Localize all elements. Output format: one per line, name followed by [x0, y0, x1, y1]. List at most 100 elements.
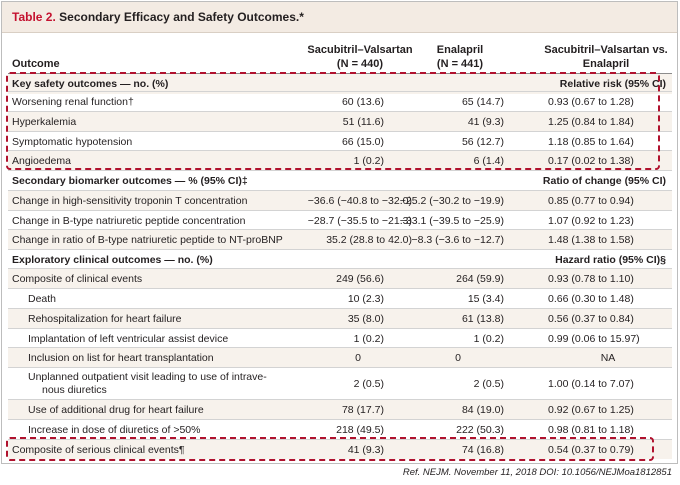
header-enalapril: Enalapril (N = 441) [405, 43, 515, 71]
en-value: 15 (3.4) [467, 293, 504, 305]
row-label: Change in high-sensitivity troponin T co… [12, 195, 248, 207]
header-comparison-line1: Sacubitril–Valsartan vs. [544, 44, 668, 56]
row-label: Change in ratio of B-type natriuretic pe… [12, 234, 283, 246]
table-row: Rehospitalization for heart failure 35 (… [8, 308, 672, 328]
en-value: −8.3 (−3.6 to −12.7) [411, 234, 504, 246]
sv-value: 2 (0.5) [353, 378, 384, 390]
header-outcome: Outcome [12, 58, 60, 70]
header-en-name: Enalapril [436, 44, 484, 56]
row-label: Increase in dose of diuretics of >50% [28, 424, 201, 436]
row-label: Hyperkalemia [12, 116, 77, 128]
sv-value: 60 (13.6) [341, 96, 384, 108]
ratio-value: 0.99 (0.06 to 15.97) [548, 333, 640, 345]
row-label: Composite of clinical events [12, 273, 143, 285]
table-row: Change in B-type natriuretic peptide con… [8, 210, 672, 230]
ratio-value: 0.93 (0.67 to 1.28) [548, 96, 634, 108]
table-row: Symptomatic hypotension 66 (15.0) 56 (12… [8, 131, 672, 151]
row-label: Change in B-type natriuretic peptide con… [12, 215, 246, 227]
header-en-n: (N = 441) [436, 58, 484, 70]
section-safety: Key safety outcomes — no. (%) Relative r… [8, 74, 672, 94]
row-label: Angioedema [12, 155, 71, 167]
row-label: Worsening renal function† [12, 96, 134, 108]
en-value: 264 (59.9) [456, 273, 504, 285]
header-sv-n: (N = 440) [336, 58, 384, 70]
table-row: Death 10 (2.3) 15 (3.4) 0.66 (0.30 to 1.… [8, 288, 672, 308]
en-value: 61 (13.8) [461, 313, 504, 325]
en-value: −25.2 (−30.2 to −19.9) [399, 195, 504, 207]
en-value: 222 (50.3) [456, 424, 504, 436]
table-row: Worsening renal function† 60 (13.6) 65 (… [8, 91, 672, 111]
sv-value: 218 (49.5) [336, 424, 384, 436]
row-label: Rehospitalization for heart failure [28, 313, 182, 325]
sv-value: 0 [355, 352, 361, 364]
table-label: Table 2. [12, 10, 56, 24]
sv-value: 35 (8.0) [347, 313, 384, 325]
sv-value: −36.6 (−40.8 to −32.0) [307, 195, 412, 207]
en-value: 74 (16.8) [461, 444, 504, 456]
table-frame [1, 1, 678, 464]
row-label: Use of additional drug for heart failure [28, 404, 204, 416]
table-title-text: Secondary Efficacy and Safety Outcomes.* [59, 10, 304, 24]
ratio-value: NA [600, 352, 616, 364]
row-label: Death [28, 293, 57, 305]
header-comparison: Sacubitril–Valsartan vs. Enalapril [540, 43, 672, 71]
sv-value: 1 (0.2) [353, 333, 384, 345]
table-row: Increase in dose of diuretics of >50% 21… [8, 419, 672, 439]
row-label: Inclusion on list for heart transplantat… [28, 352, 214, 364]
row-label: Symptomatic hypotension [12, 136, 133, 148]
table-row: Change in ratio of B-type natriuretic pe… [8, 229, 672, 249]
ratio-value: 1.07 (0.92 to 1.23) [548, 215, 634, 227]
en-value: 56 (12.7) [461, 136, 504, 148]
en-value: 1 (0.2) [473, 333, 504, 345]
ratio-value: 0.85 (0.77 to 0.94) [548, 195, 634, 207]
section-label: Exploratory clinical outcomes — no. (%) [12, 254, 213, 266]
sv-value: 41 (9.3) [347, 444, 384, 456]
sv-value: 66 (15.0) [341, 136, 384, 148]
sv-value: 35.2 (28.8 to 42.0) [326, 234, 412, 246]
ratio-value: 0.93 (0.78 to 1.10) [548, 273, 634, 285]
ratio-value: 0.17 (0.02 to 1.38) [548, 155, 634, 167]
section-label: Key safety outcomes — no. (%) [12, 78, 169, 90]
citation: Ref. NEJM. November 11, 2018 DOI: 10.105… [402, 467, 672, 478]
section-measure: Hazard ratio (95% CI)§ [555, 254, 666, 266]
ratio-value: 0.92 (0.67 to 1.25) [548, 404, 634, 416]
header-comparison-line2: Enalapril [582, 58, 630, 70]
en-value: 0 [455, 352, 461, 364]
section-label: Secondary biomarker outcomes — % (95% CI… [12, 175, 248, 187]
serious-events-highlight-box [6, 437, 654, 461]
row-label: Composite of serious clinical events¶ [12, 444, 185, 456]
sv-value: 249 (56.6) [336, 273, 384, 285]
row-label: Implantation of left ventricular assist … [28, 333, 229, 345]
ratio-value: 0.54 (0.37 to 0.79) [548, 444, 634, 456]
table-row: Change in high-sensitivity troponin T co… [8, 190, 672, 210]
en-value: 84 (19.0) [461, 404, 504, 416]
safety-highlight-box [6, 72, 660, 170]
row-label-line1: Unplanned outpatient visit leading to us… [28, 371, 267, 383]
ratio-value: 1.48 (1.38 to 1.58) [548, 234, 634, 246]
table-row: Angioedema 1 (0.2) 6 (1.4) 0.17 (0.02 to… [8, 150, 672, 170]
table-row: Use of additional drug for heart failure… [8, 399, 672, 419]
en-value: 65 (14.7) [461, 96, 504, 108]
sv-value: 78 (17.7) [341, 404, 384, 416]
sv-value: 10 (2.3) [347, 293, 384, 305]
header-sacubitril-valsartan: Sacubitril–Valsartan (N = 440) [290, 43, 430, 71]
table-title-bar: Table 2. Secondary Efficacy and Safety O… [2, 2, 677, 33]
en-value: −33.1 (−39.5 to −25.9) [399, 215, 504, 227]
section-measure: Ratio of change (95% CI) [542, 175, 666, 187]
header-sv-name: Sacubitril–Valsartan [307, 44, 413, 56]
ratio-value: 0.98 (0.81 to 1.18) [548, 424, 634, 436]
ratio-value: 1.25 (0.84 to 1.84) [548, 116, 634, 128]
en-value: 6 (1.4) [473, 155, 504, 167]
row-label-line2: nous diuretics [42, 384, 107, 396]
table-row: Hyperkalemia 51 (11.6) 41 (9.3) 1.25 (0.… [8, 111, 672, 131]
sv-value: −28.7 (−35.5 to −21.3) [307, 215, 412, 227]
table-title: Table 2. Secondary Efficacy and Safety O… [12, 10, 304, 24]
table-row: Composite of clinical events 249 (56.6) … [8, 268, 672, 288]
table-row: Unplanned outpatient visit leading to us… [8, 367, 672, 401]
section-biomarker: Secondary biomarker outcomes — % (95% CI… [8, 170, 672, 190]
ratio-value: 0.66 (0.30 to 1.48) [548, 293, 634, 305]
sv-value: 51 (11.6) [342, 116, 384, 128]
table-row: Composite of serious clinical events¶ 41… [8, 439, 672, 459]
ratio-value: 1.18 (0.85 to 1.64) [548, 136, 634, 148]
row-label: Unplanned outpatient visit leading to us… [28, 371, 267, 397]
